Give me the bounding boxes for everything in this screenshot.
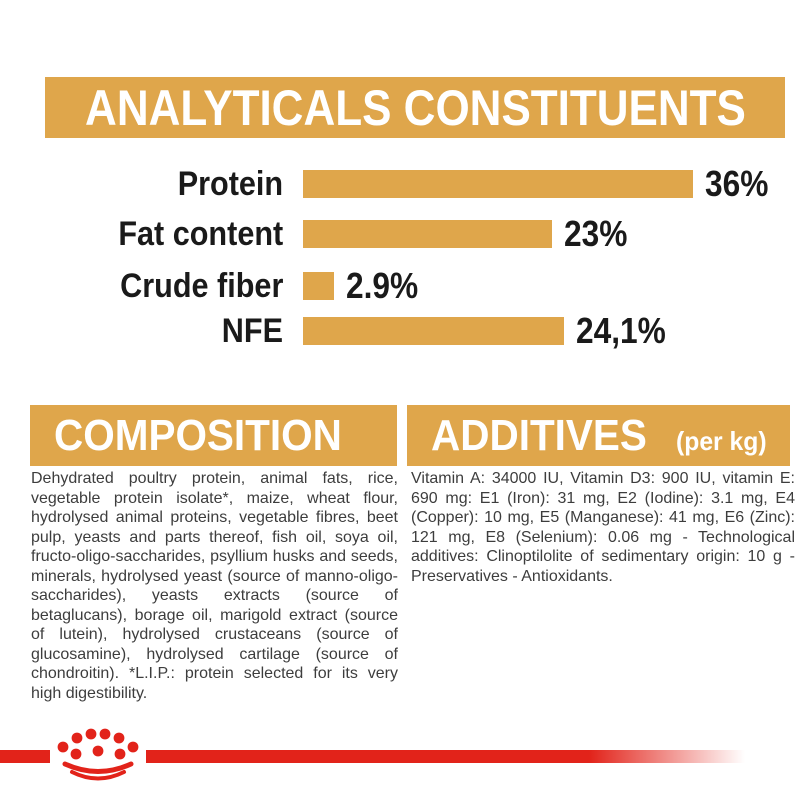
chart-label-protein: Protein xyxy=(177,165,283,203)
bar-protein xyxy=(303,170,693,198)
analytical-constituents-chart: Protein 36% Fat content 23% Crude fiber … xyxy=(0,0,800,380)
chart-row-crude-fiber: Crude fiber 2.9% xyxy=(0,265,800,306)
value-label-nfe: 24,1% xyxy=(576,310,666,351)
additives-unit-label: (per kg) xyxy=(675,426,767,456)
additives-title: ADDITIVES xyxy=(431,410,647,460)
bar-track: 23% xyxy=(303,213,790,254)
chart-label-fat-content: Fat content xyxy=(118,215,283,253)
chart-row-fat-content: Fat content 23% xyxy=(0,213,800,254)
composition-text: Dehydrated poultry protein, animal fats,… xyxy=(31,470,398,702)
bar-track: 2.9% xyxy=(303,265,790,306)
additives-banner: ADDITIVES (per kg) xyxy=(407,405,790,466)
bar-track: 36% xyxy=(303,163,790,204)
chart-row-nfe: NFE 24,1% xyxy=(0,310,800,351)
value-label-fat-content: 23% xyxy=(564,213,628,254)
brand-stripe-right xyxy=(146,750,745,763)
value-label-protein: 36% xyxy=(705,163,769,204)
bar-fat-content xyxy=(303,220,552,248)
value-label-crude-fiber: 2.9% xyxy=(346,265,419,306)
chart-label-crude-fiber: Crude fiber xyxy=(119,267,283,305)
chart-label-nfe: NFE xyxy=(221,312,283,350)
composition-banner: COMPOSITION xyxy=(30,405,397,466)
composition-title: COMPOSITION xyxy=(54,410,342,460)
additives-text: Vitamin A: 34000 IU, Vitamin D3: 900 IU,… xyxy=(411,470,795,585)
chart-row-protein: Protein 36% xyxy=(0,163,800,204)
analytical-constituents-banner: ANALYTICALS CONSTITUENTS xyxy=(45,77,785,138)
royal-canin-crown-icon xyxy=(57,728,139,781)
brand-stripe-left xyxy=(0,750,50,763)
bar-nfe xyxy=(303,317,564,345)
analytical-constituents-title: ANALYTICALS CONSTITUENTS xyxy=(84,79,746,136)
bar-crude-fiber xyxy=(303,272,334,300)
bar-track: 24,1% xyxy=(303,310,790,351)
